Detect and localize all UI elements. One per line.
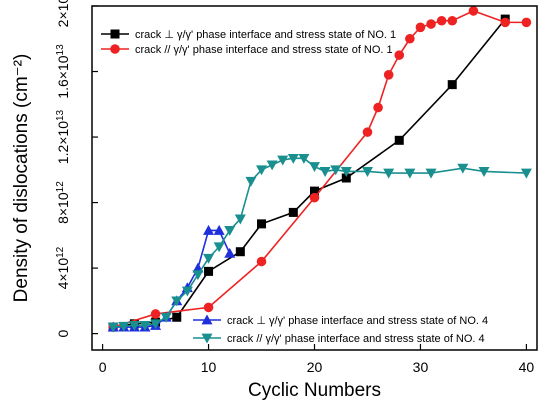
series-1	[108, 14, 510, 332]
data-point	[204, 266, 214, 276]
data-point	[298, 153, 310, 164]
data-point	[468, 6, 479, 16]
data-point	[160, 312, 172, 323]
legend-bottom: crack ⊥ γ/γ' phase interface and stress …	[193, 314, 488, 345]
data-point	[436, 15, 447, 26]
data-point	[500, 17, 511, 28]
data-point	[341, 173, 351, 183]
data-point	[383, 70, 394, 80]
data-point	[319, 167, 331, 177]
data-point	[405, 33, 415, 44]
data-point	[139, 321, 151, 331]
series-4	[107, 153, 532, 333]
legend-marker	[201, 314, 213, 325]
data-point	[447, 15, 458, 26]
y-axis-title: Density of dislocations (cm⁻²)	[11, 54, 32, 303]
legend-marker	[110, 29, 120, 39]
data-point	[383, 168, 395, 179]
data-point	[394, 50, 405, 60]
x-tick-label: 30	[413, 359, 429, 375]
data-point	[234, 214, 246, 225]
legend-label: crack ⊥ γ/γ' phase interface and stress …	[227, 315, 488, 327]
series-3	[107, 224, 236, 332]
data-point	[426, 19, 436, 29]
x-tick-label: 10	[201, 359, 217, 375]
data-point	[213, 224, 225, 235]
data-point	[192, 270, 204, 281]
legend-label: crack // γ/γ' phase interface and stress…	[135, 44, 393, 56]
data-point	[340, 167, 352, 177]
x-tick-label: 40	[519, 359, 535, 375]
data-point	[457, 163, 469, 174]
data-point	[150, 309, 161, 319]
data-point	[373, 102, 383, 113]
data-point	[171, 296, 183, 307]
series-line	[113, 18, 506, 328]
data-point	[447, 80, 457, 90]
data-point	[203, 302, 214, 313]
data-point	[520, 168, 532, 179]
data-point	[256, 165, 268, 176]
data-point	[309, 162, 320, 173]
y-tick-label: 1.6×1013	[55, 44, 72, 99]
data-point	[181, 286, 193, 297]
legend-top: crack ⊥ γ/γ' phase interface and stress …	[101, 29, 396, 56]
legend-marker	[110, 44, 120, 54]
data-point	[478, 167, 490, 177]
data-point	[256, 256, 267, 267]
data-point	[128, 321, 140, 331]
data-point	[288, 207, 298, 217]
data-point	[287, 153, 299, 164]
legend-marker	[201, 333, 213, 344]
data-point	[330, 165, 342, 176]
data-point	[394, 135, 404, 145]
data-point	[235, 247, 245, 257]
data-point	[150, 319, 162, 330]
data-point	[224, 226, 236, 236]
legend-label: crack ⊥ γ/γ' phase interface and stress …	[135, 29, 396, 41]
y-tick-label: 8×1012	[55, 181, 72, 224]
data-point	[172, 312, 182, 322]
x-tick-label: 20	[307, 359, 323, 375]
x-axis-title: Cyclic Numbers	[248, 380, 381, 401]
data-point	[425, 168, 437, 179]
data-point	[266, 160, 278, 171]
data-point	[203, 253, 215, 264]
data-point	[107, 322, 119, 333]
data-point	[415, 22, 426, 33]
plot-marks	[107, 6, 532, 333]
data-point	[309, 192, 320, 203]
y-tick-label: 2×1013	[55, 0, 72, 27]
data-point	[361, 167, 373, 177]
y-tick-label: 4×1012	[55, 246, 72, 289]
x-tick-label: 0	[99, 359, 107, 375]
data-point	[310, 186, 319, 196]
y-tick-label: 1.2×1013	[55, 109, 72, 164]
data-point	[404, 168, 416, 179]
data-point	[521, 17, 532, 28]
plot-frame	[91, 5, 538, 351]
y-tick-label: 0	[55, 330, 71, 338]
data-point	[257, 219, 267, 229]
data-point	[203, 224, 215, 235]
data-point	[213, 242, 225, 253]
data-point	[224, 247, 236, 258]
data-point	[118, 321, 130, 332]
data-point	[277, 155, 289, 166]
data-point	[245, 176, 257, 187]
axis-ticks: 0 10 20 30 40 0 4×1012 8×1012 1.2×1013 1.6×1013 2×…	[55, 0, 535, 375]
legend-label: crack // γ/γ' phase interface and stress…	[227, 333, 485, 345]
data-point	[362, 127, 373, 137]
series-2	[108, 6, 532, 332]
